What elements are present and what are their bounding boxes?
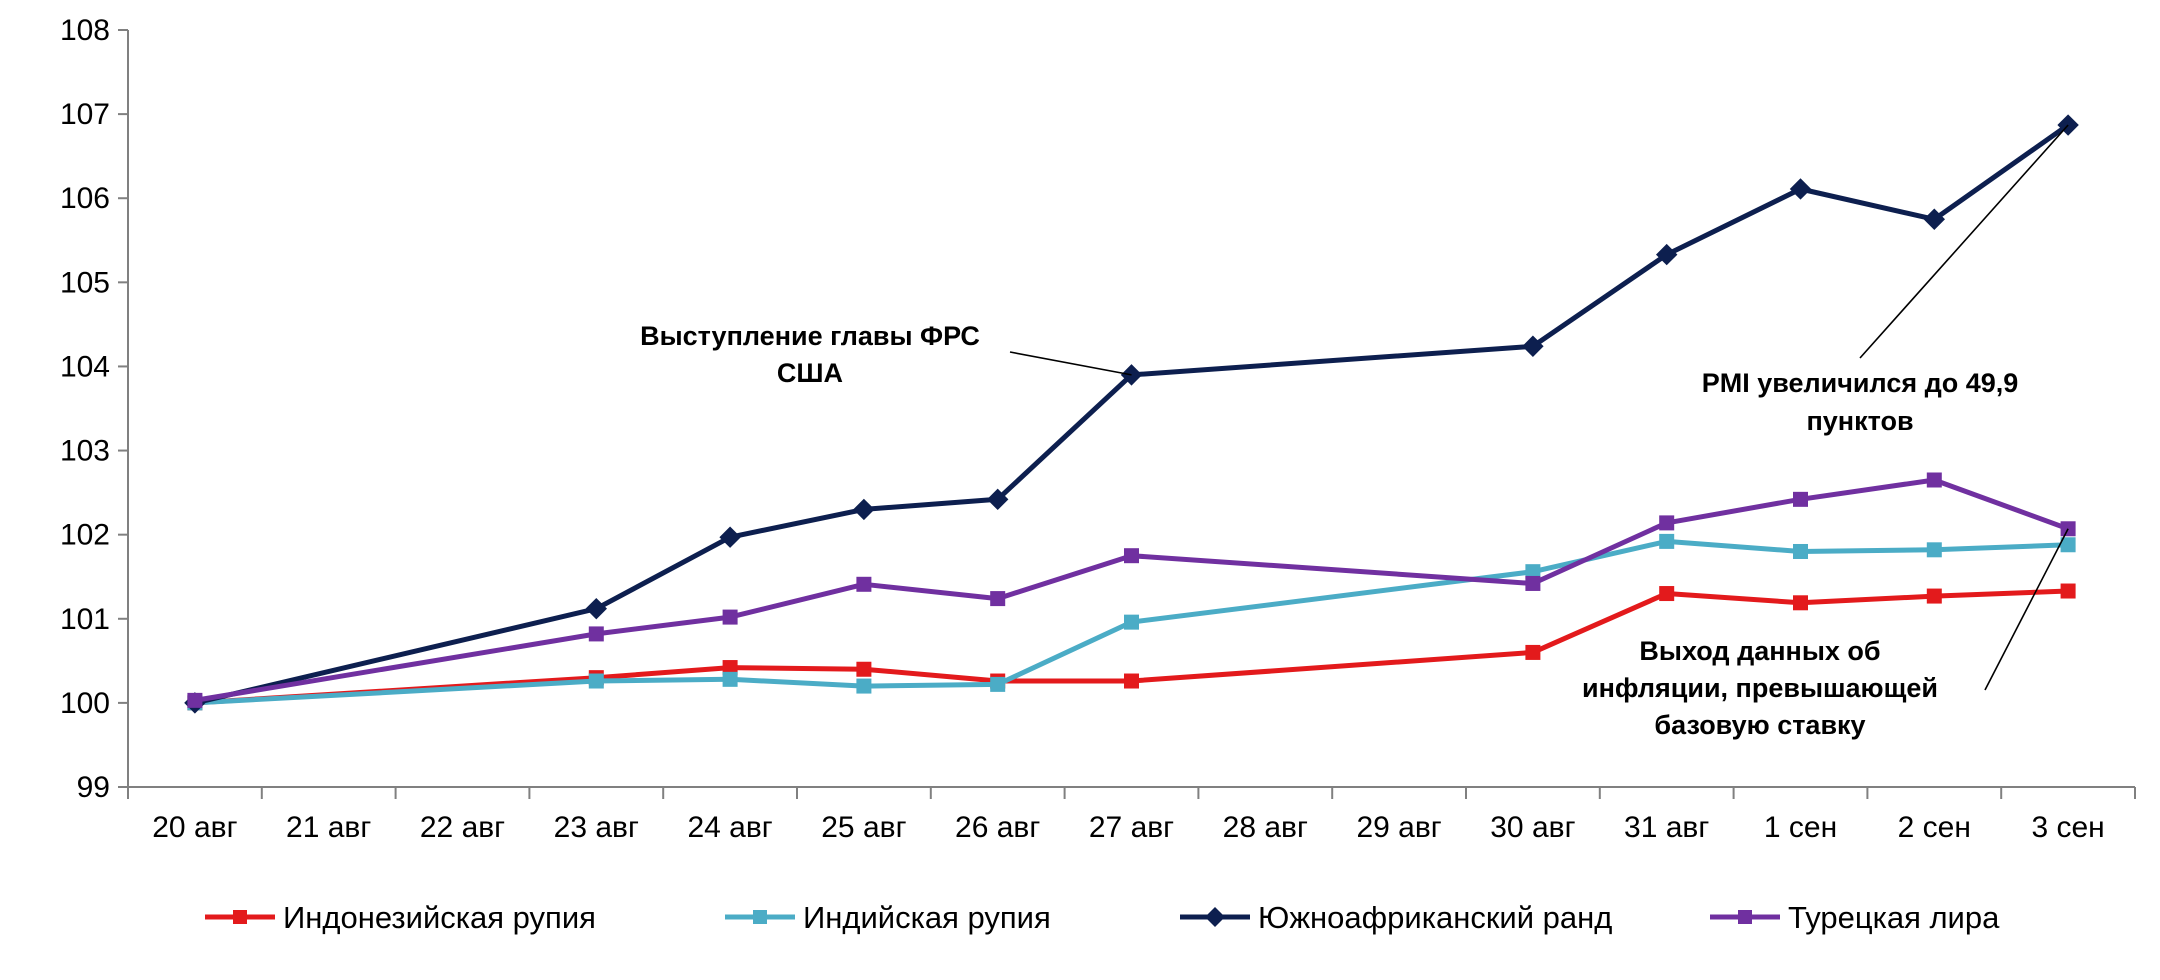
data-point-s3-p0: [187, 692, 203, 708]
y-tick-label: 101: [60, 603, 110, 636]
y-tick-label: 103: [60, 435, 110, 468]
data-point-s3-p8: [1793, 491, 1808, 507]
data-point-s3-p7: [1659, 515, 1675, 531]
y-tick-label: 99: [77, 771, 110, 804]
legend-item-1: Индийская рупия: [725, 900, 1051, 935]
y-tick-label: 105: [60, 266, 110, 299]
annotation-leader-0: [1009, 351, 1132, 376]
data-point-s3-p3: [856, 576, 872, 592]
y-tick-label: 102: [60, 519, 110, 552]
x-tick-label: 29 авг: [1356, 811, 1441, 844]
y-tick-label: 104: [60, 350, 110, 383]
data-point-s3-p6: [1525, 575, 1541, 591]
annotation-layer: Выступление главы ФРС США PMI увеличился д…: [640, 124, 2069, 740]
x-tick-label: 30 авг: [1490, 811, 1575, 844]
data-point-s3-p1: [588, 626, 604, 642]
legend-item-2: Южноафриканский ранд: [1180, 900, 1612, 935]
x-tick-label: 22 авг: [420, 811, 505, 844]
annotation-text-2: инфляции, превышающей: [1582, 673, 1938, 703]
legend-marker-3: [1738, 910, 1752, 924]
annotation-1: PMI увеличился до 49,9 пунктов: [1702, 124, 2069, 436]
legend-marker-1: [753, 910, 767, 924]
series-0: [187, 583, 2076, 711]
data-point-s1-p2: [722, 671, 738, 687]
data-point-s3-p5: [1124, 548, 1139, 564]
data-point-s0-p9: [1926, 588, 1942, 604]
data-point-s2-p3: [853, 498, 875, 521]
x-tick-label: 26 авг: [955, 811, 1040, 844]
legend-marker-0: [233, 910, 247, 924]
x-tick-label: 28 авг: [1223, 811, 1308, 844]
data-point-s0-p5: [1124, 673, 1139, 689]
data-point-s2-p8: [1789, 178, 1812, 200]
data-point-s2-p9: [1923, 208, 1946, 230]
legend-label-1: Индийская рупия: [803, 900, 1051, 935]
data-point-s0-p7: [1659, 586, 1675, 602]
series-line-3: [194, 477, 2069, 703]
data-point-s1-p7: [1659, 533, 1675, 549]
data-point-s1-p4: [990, 676, 1006, 692]
annotation-text-1: пунктов: [1806, 406, 1913, 436]
data-point-s0-p8: [1793, 595, 1808, 611]
x-tick-label: 27 авг: [1089, 811, 1174, 844]
annotation-0: Выступление главы ФРС США: [640, 321, 1132, 388]
x-tick-label: 25 авг: [821, 811, 906, 844]
data-point-s1-p1: [588, 673, 604, 689]
annotation-leader-2: [1984, 528, 2069, 691]
x-tick-label: 31 авг: [1624, 811, 1709, 844]
series-3: [187, 472, 2076, 708]
data-point-s3-p9: [1926, 472, 1942, 488]
legend-marker-2: [1205, 907, 1225, 927]
data-point-s1-p3: [856, 678, 872, 694]
series-2: [184, 114, 2079, 714]
y-tick-label: 108: [60, 14, 110, 47]
data-point-s1-p8: [1793, 543, 1808, 559]
data-point-s0-p10: [2060, 583, 2076, 599]
legend: Индонезийская рупия Индийская рупия Южноаф…: [205, 900, 2000, 935]
x-tick-label: 2 сен: [1898, 811, 1971, 844]
data-point-s3-p2: [722, 609, 738, 625]
y-tick-label: 106: [60, 182, 110, 215]
annotation-text-2: Выход данных об: [1639, 636, 1880, 666]
annotation-text-0: США: [777, 358, 843, 388]
data-point-s1-p9: [1926, 542, 1942, 558]
data-point-s1-p5: [1124, 614, 1139, 630]
data-point-s2-p4: [986, 488, 1009, 511]
data-point-s2-p7: [1655, 243, 1678, 266]
data-point-s0-p3: [856, 661, 872, 677]
annotation-2: Выход данных об инфляции, превышающей базо…: [1582, 528, 2069, 740]
data-point-s0-p6: [1525, 644, 1541, 660]
annotation-text-1: PMI увеличился до 49,9: [1702, 368, 2019, 398]
legend-label-0: Индонезийская рупия: [283, 900, 596, 935]
x-tick-label: 1 сен: [1764, 811, 1837, 844]
x-tick-label: 20 авг: [152, 811, 237, 844]
x-tick-label: 24 авг: [687, 811, 772, 844]
annotation-text-2: базовую ставку: [1654, 710, 1865, 740]
data-point-s1-p10: [2060, 537, 2076, 553]
legend-label-3: Турецкая лира: [1788, 900, 2000, 935]
y-tick-label: 100: [60, 687, 110, 720]
data-point-s2-p1: [585, 597, 608, 620]
legend-label-2: Южноафриканский ранд: [1258, 900, 1612, 935]
annotation-leader-1: [1859, 124, 2069, 359]
data-point-s3-p4: [990, 591, 1006, 607]
data-point-s2-p6: [1522, 335, 1544, 357]
data-point-s2-p2: [719, 526, 741, 548]
x-tick-label: 23 авг: [554, 811, 639, 844]
x-tick-label: 21 авг: [286, 811, 371, 844]
legend-item-0: Индонезийская рупия: [205, 900, 596, 935]
y-tick-label: 107: [60, 98, 110, 131]
axes: 99 100 101 102 103 104 105 106 107 108 20 авг 21 ав…: [60, 14, 2136, 844]
series-layer: [184, 114, 2079, 714]
annotation-text-0: Выступление главы ФРС: [640, 321, 980, 351]
legend-item-3: Турецкая лира: [1710, 900, 2000, 935]
x-tick-label: 3 сен: [2031, 811, 2104, 844]
